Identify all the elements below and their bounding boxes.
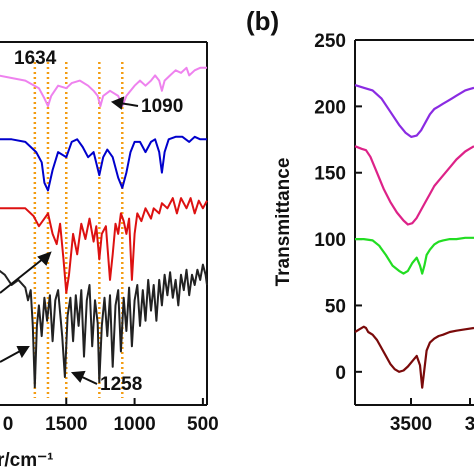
annotation-1634: 1634 bbox=[14, 48, 57, 69]
panel-a-x-tick-label-2: 1000 bbox=[113, 414, 155, 435]
panel-a-series-2 bbox=[0, 135, 207, 192]
panel-b-series-3 bbox=[355, 236, 474, 275]
arrow-left-1-line bbox=[0, 257, 45, 294]
panel-a-series-4 bbox=[0, 263, 208, 389]
panel-b-x-ticks: 3500 3 bbox=[390, 398, 474, 435]
panel-a-marker-lines bbox=[33, 62, 124, 398]
arrow-1090-head bbox=[110, 96, 125, 110]
panel-b-y-tick-label-150: 150 bbox=[314, 164, 346, 185]
panel-b-y-tick-label-50: 50 bbox=[325, 296, 346, 317]
panel-a-x-tick-label-1: 1500 bbox=[45, 414, 87, 435]
panel-b-x-tick-label-0: 3500 bbox=[390, 414, 432, 435]
panel-b-x-tick-label-1: 3 bbox=[465, 414, 474, 435]
panel-b: (b) 0 50 100 150 200 250 3500 3 Transmittance bbox=[246, 6, 474, 435]
annotation-arrows bbox=[0, 96, 139, 385]
panel-b-label: (b) bbox=[246, 6, 279, 36]
panel-b-y-ticks: 0 50 100 150 200 250 bbox=[314, 31, 362, 384]
panel-b-y-tick-label-200: 200 bbox=[314, 97, 346, 118]
panel-a-x-ticks: 0 1500 1000 500 bbox=[3, 398, 219, 435]
panel-a-x-tick-label-3: 500 bbox=[187, 414, 219, 435]
panel-b-series-2 bbox=[354, 145, 474, 226]
panel-b-y-tick-label-250: 250 bbox=[314, 31, 346, 52]
arrow-1090-line bbox=[119, 102, 139, 107]
annotation-1258: 1258 bbox=[100, 374, 142, 395]
panel-a-x-axis-label: r/cm⁻¹ bbox=[0, 450, 54, 471]
panel-a-x-tick-label-0: 0 bbox=[3, 414, 14, 435]
panel-b-y-axis-label: Transmittance bbox=[273, 158, 294, 287]
panel-b-series bbox=[354, 84, 474, 389]
arrow-1258-head bbox=[70, 370, 86, 383]
arrow-left-2-line bbox=[0, 349, 23, 363]
arrow-left-1-head bbox=[37, 251, 52, 266]
panel-a-series-3 bbox=[0, 197, 208, 294]
annotation-1090: 1090 bbox=[141, 96, 183, 117]
arrow-1258-line bbox=[79, 375, 98, 385]
panel-b-series-1 bbox=[354, 84, 474, 138]
panel-b-series-4 bbox=[354, 325, 474, 389]
arrow-left-2-head bbox=[16, 346, 30, 359]
panel-b-y-tick-label-0: 0 bbox=[335, 363, 346, 384]
panel-a: 0 1500 1000 500 1634 1090 1258 r/cm⁻¹ bbox=[0, 41, 219, 471]
panel-b-y-tick-label-100: 100 bbox=[314, 230, 346, 251]
